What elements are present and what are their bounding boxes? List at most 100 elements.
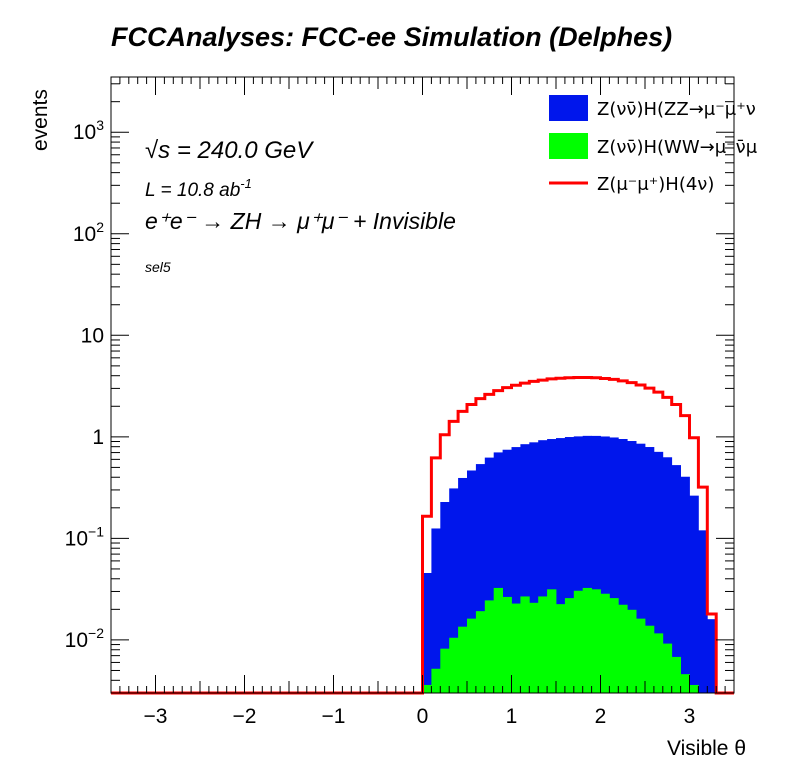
x-tick-label: 1: [506, 705, 518, 728]
series-0-bin-31: [698, 530, 708, 693]
series-1-bin-30: [689, 684, 699, 693]
series-0-bin-13: [538, 440, 548, 693]
series-0-bin-3: [449, 488, 459, 693]
series-0-bin-4: [458, 477, 468, 693]
y-tick-base: 10: [65, 629, 88, 652]
series-0-bin-16: [564, 437, 575, 693]
chart-title: FCCAnalyses: FCC-ee Simulation (Delphes): [111, 22, 672, 52]
series-1-bin-22: [618, 604, 628, 693]
series-1-bin-25: [645, 625, 655, 693]
series-0-bin-23: [627, 441, 637, 693]
series-0-bin-14: [547, 439, 557, 693]
series-1-bin-5: [467, 618, 477, 693]
series-1-bin-13: [538, 596, 548, 693]
series-0-bin-22: [618, 439, 628, 693]
y-tick-base: 1: [92, 426, 104, 449]
y-tick-label: 10: [81, 324, 104, 347]
legend-swatch-0: [549, 95, 588, 121]
series-0-bin-26: [653, 451, 664, 693]
y-tick-base: 10: [81, 324, 104, 347]
legend: Z(νν̄)H(ZZ→μ⁻μ⁺ν Z(νν̄)H(WW→μ⁻ν̄μ Z(μ⁻μ⁺)H…: [549, 95, 758, 195]
series-0-bin-7: [484, 457, 495, 693]
series-0-bin-8: [493, 452, 503, 693]
y-tick-base: 10: [73, 121, 96, 144]
x-axis-label: Visible θ: [667, 737, 746, 760]
series-0-bin-17: [573, 436, 584, 693]
series-0-bin-20: [600, 436, 610, 693]
series-1-bin-16: [564, 598, 575, 693]
series-0-bin-0: [422, 573, 432, 693]
series-0-bin-2: [440, 502, 450, 693]
series-1-bin-3: [449, 637, 459, 693]
series-1-bin-14: [547, 589, 557, 693]
series-1-bin-12: [529, 602, 539, 693]
series-1-bin-28: [671, 656, 681, 693]
series-0-bin-9: [502, 449, 512, 693]
y-tick-exponent: 3: [96, 117, 104, 133]
series-0-bin-19: [591, 435, 601, 693]
series-0-bin-1: [431, 528, 441, 693]
y-tick-exponent: 2: [96, 219, 104, 235]
y-axis-label: events: [29, 89, 52, 151]
x-tick-label: 3: [684, 705, 696, 728]
series-1-bin-6: [475, 611, 486, 693]
y-tick-exponent: −2: [88, 625, 104, 641]
series-1-bin-29: [680, 674, 690, 693]
series-1-bin-8: [493, 587, 503, 693]
series-1-bin-17: [573, 590, 584, 693]
legend-label-2: Z(μ⁻μ⁺)H(4ν): [597, 174, 714, 195]
series-1-bin-1: [431, 668, 441, 693]
lumi-label: L = 10.8 ab-1: [145, 176, 252, 201]
series-0-bin-28: [671, 465, 681, 693]
process-label: e⁺e⁻ → ZH → μ⁺μ⁻ + Invisible: [145, 208, 456, 234]
annotations: √s = 240.0 GeV L = 10.8 ab-1 e⁺e⁻ → ZH →…: [145, 137, 456, 275]
series-0-bin-11: [520, 444, 530, 693]
series-1-bin-26: [653, 633, 664, 693]
y-tick-label: 10−1: [65, 523, 105, 550]
series-0-bin-6: [475, 464, 486, 693]
series-1-bin-0: [422, 684, 432, 693]
series-0-bin-12: [529, 442, 539, 693]
y-tick-label: 10−2: [65, 625, 105, 652]
series-1-bin-11: [520, 596, 530, 693]
series-0-bin-10: [511, 447, 521, 693]
selection-label: sel5: [145, 259, 171, 275]
series-0-bin-32: [707, 619, 717, 693]
y-tick-base: 10: [73, 223, 96, 246]
series-1-bin-7: [484, 600, 495, 693]
series-1-bin-20: [600, 593, 610, 693]
stacked-fills: [422, 435, 717, 693]
x-tick-label: 0: [417, 705, 429, 728]
lumi-exponent: -1: [240, 176, 252, 191]
x-tick-label: −2: [233, 705, 257, 728]
series-1-bin-18: [582, 587, 592, 693]
series-0-bin-27: [662, 457, 673, 693]
overlay-lines: [111, 376, 734, 695]
series-0-bin-5: [467, 470, 477, 693]
legend-swatch-1: [549, 133, 588, 159]
x-tick-label: −1: [322, 705, 346, 728]
series-0-bin-29: [680, 476, 690, 693]
series-0-bin-25: [645, 447, 655, 693]
series-1-bin-21: [609, 598, 619, 693]
series-0-bin-21: [609, 437, 619, 693]
series-0-bin-30: [689, 495, 699, 693]
series-1-bin-9: [502, 596, 512, 693]
energy-label: √s = 240.0 GeV: [145, 137, 314, 164]
series-2-line: [111, 376, 734, 695]
y-tick-base: 10: [65, 527, 88, 550]
x-tick-label: 2: [595, 705, 607, 728]
series-0-bin-24: [636, 443, 646, 693]
series-1-bin-15: [556, 604, 566, 693]
y-tick-exponent: −1: [88, 523, 104, 539]
series-1-bin-24: [636, 618, 646, 693]
series-0-bin-18: [582, 435, 592, 693]
legend-label-1: Z(νν̄)H(WW→μ⁻ν̄μ: [597, 137, 758, 158]
legend-label-0: Z(νν̄)H(ZZ→μ⁻μ⁺ν: [597, 99, 756, 120]
y-tick-label: 102: [73, 219, 104, 246]
y-tick-label: 103: [73, 117, 104, 144]
series-1-bin-10: [511, 603, 521, 693]
